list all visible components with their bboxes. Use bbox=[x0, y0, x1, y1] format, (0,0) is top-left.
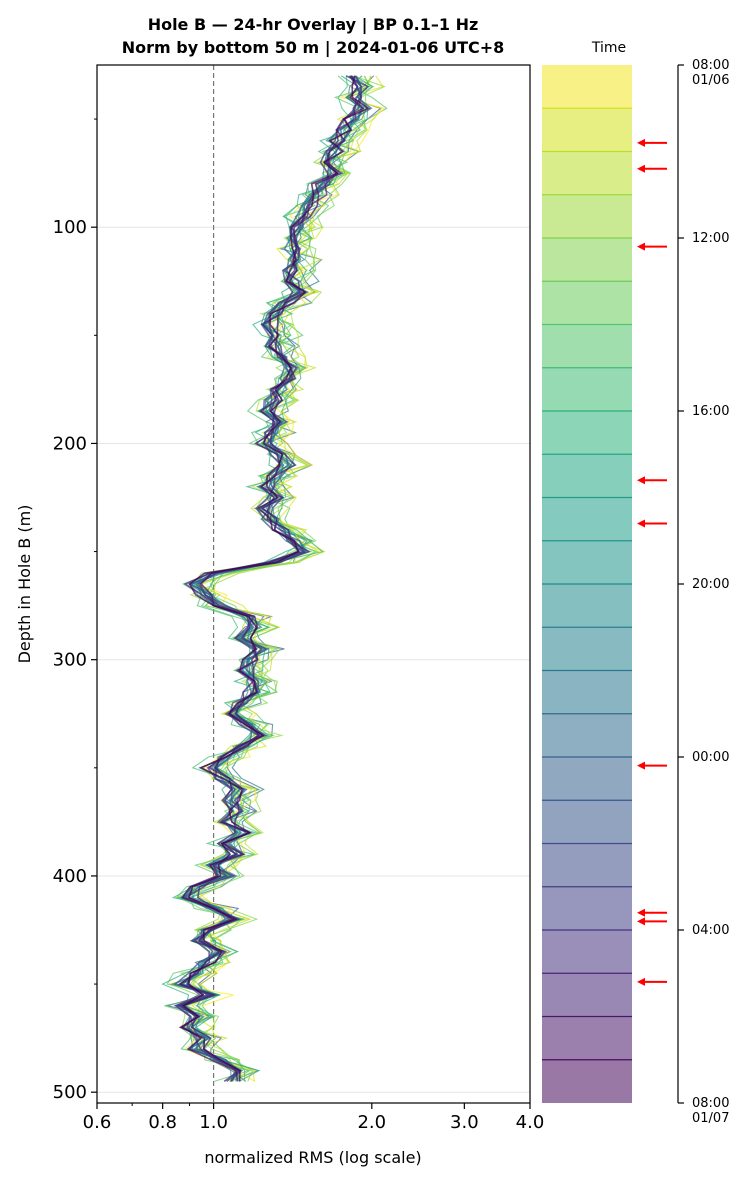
series-line-hour-16 bbox=[179, 75, 369, 1082]
colorbar-tick-label: 08:00 01/07 bbox=[692, 1096, 729, 1126]
y-gridlines bbox=[97, 226, 530, 1093]
x-tick-label: 2.0 bbox=[357, 1112, 386, 1133]
colorbar-tick-label: 20:00 bbox=[692, 577, 729, 592]
plot-frame bbox=[96, 64, 531, 1104]
y-tick-label: 400 bbox=[53, 866, 87, 887]
x-axis-ticks: 0.6 0.8 1.0 2.0 3.0 4.0 bbox=[83, 1103, 545, 1133]
x-tick-label: 1.0 bbox=[199, 1112, 228, 1133]
colorbar-band bbox=[542, 1059, 632, 1103]
series-line-hour-17 bbox=[187, 75, 385, 1082]
colorbar-band bbox=[542, 367, 632, 411]
colorbar-band bbox=[542, 454, 632, 498]
x-tick-label: 3.0 bbox=[450, 1112, 479, 1133]
series-lines bbox=[161, 75, 388, 1083]
event-marker-arrowhead bbox=[637, 242, 645, 251]
main-plot: 0.6 0.8 1.0 2.0 3.0 4.0 100 200 300 400 500 bbox=[53, 64, 545, 1133]
event-marker-arrowhead bbox=[637, 908, 645, 917]
y-axis-ticks: 100 200 300 400 500 bbox=[53, 118, 97, 1103]
y-tick-label: 200 bbox=[53, 433, 87, 454]
x-tick-label: 0.6 bbox=[83, 1112, 112, 1133]
colorbar-bands bbox=[542, 65, 632, 1103]
colorbar-tick-label: 12:00 bbox=[692, 231, 729, 246]
colorbar-band bbox=[542, 800, 632, 844]
colorbar-band bbox=[542, 151, 632, 195]
chart-subtitle: Norm by bottom 50 m | 2024-01-06 UTC+8 bbox=[122, 38, 505, 58]
colorbar-band bbox=[542, 886, 632, 930]
colorbar-band bbox=[542, 973, 632, 1017]
colorbar-band bbox=[542, 108, 632, 152]
colorbar-band bbox=[542, 324, 632, 368]
event-marker-arrowhead bbox=[637, 476, 645, 485]
event-marker-arrowhead bbox=[637, 917, 645, 926]
colorbar-band bbox=[542, 584, 632, 628]
colorbar-band bbox=[542, 757, 632, 801]
event-marker-arrowhead bbox=[637, 977, 645, 986]
x-tick-label: 4.0 bbox=[516, 1112, 545, 1133]
chart-title: Hole B — 24-hr Overlay | BP 0.1–1 Hz bbox=[148, 15, 479, 35]
colorbar-band bbox=[542, 65, 632, 109]
colorbar-tick-label: 08:00 01/06 bbox=[692, 58, 729, 88]
x-tick-label: 0.8 bbox=[148, 1112, 177, 1133]
event-marker-arrowhead bbox=[637, 519, 645, 528]
colorbar-band bbox=[542, 411, 632, 455]
colorbar-band bbox=[542, 194, 632, 238]
colorbar-band bbox=[542, 238, 632, 282]
event-marker-arrowhead bbox=[637, 138, 645, 147]
event-marker-arrowhead bbox=[637, 164, 645, 173]
colorbar-band bbox=[542, 627, 632, 671]
colorbar: Time 08:00 01/06 12:00 16:00 20:00 00:00 04:00… bbox=[542, 40, 729, 1126]
colorbar-band bbox=[542, 281, 632, 325]
y-tick-label: 500 bbox=[53, 1082, 87, 1103]
colorbar-band bbox=[542, 540, 632, 584]
colorbar-band bbox=[542, 670, 632, 714]
y-tick-label: 300 bbox=[53, 650, 87, 671]
y-axis-label: Depth in Hole B (m) bbox=[15, 505, 34, 664]
colorbar-band bbox=[542, 497, 632, 541]
colorbar-title: Time bbox=[591, 40, 626, 56]
colorbar-band bbox=[542, 843, 632, 887]
x-axis-label: normalized RMS (log scale) bbox=[204, 1148, 421, 1167]
event-marker-arrowhead bbox=[637, 761, 645, 770]
colorbar-tick-label: 04:00 bbox=[692, 923, 729, 938]
series-line-hour-11 bbox=[161, 75, 374, 1082]
event-markers bbox=[637, 138, 667, 986]
colorbar-band bbox=[542, 930, 632, 974]
colorbar-band bbox=[542, 713, 632, 757]
series-line-hour-0 bbox=[178, 75, 370, 1082]
colorbar-tick-label: 16:00 bbox=[692, 404, 729, 419]
colorbar-ticks: 08:00 01/06 12:00 16:00 20:00 00:00 04:00 08:00… bbox=[678, 58, 729, 1126]
colorbar-tick-label: 00:00 bbox=[692, 750, 729, 765]
colorbar-band bbox=[542, 1016, 632, 1060]
y-tick-label: 100 bbox=[53, 217, 87, 238]
